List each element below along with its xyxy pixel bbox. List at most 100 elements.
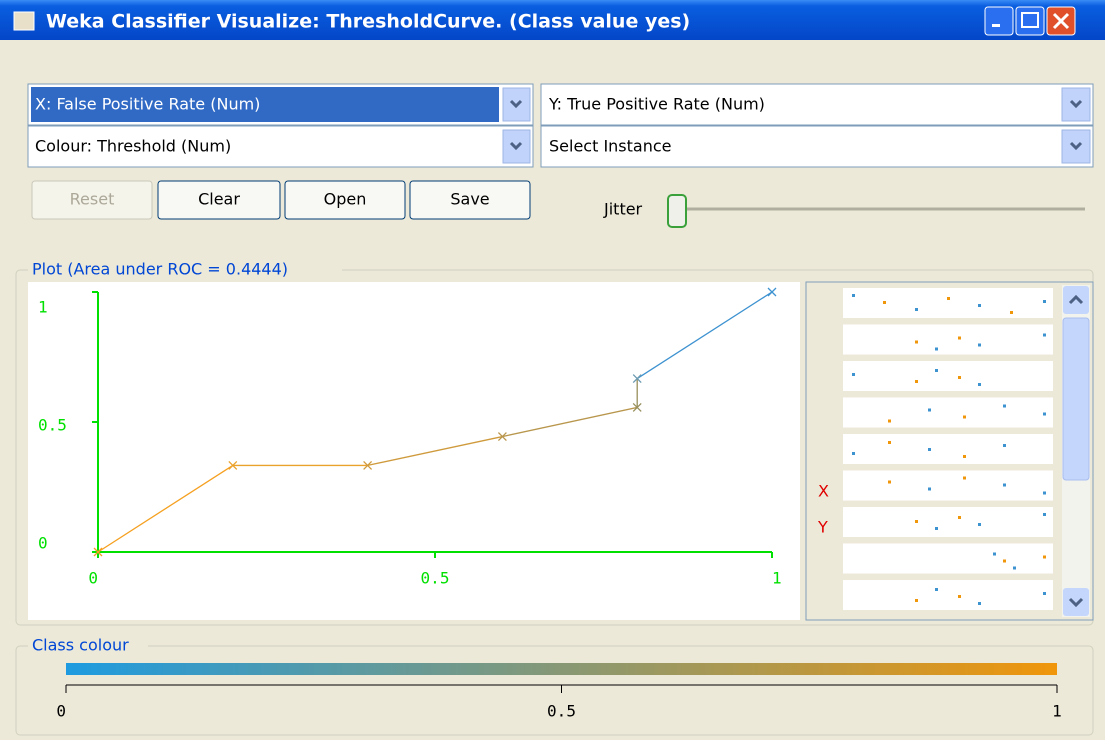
point-marker [497,432,507,442]
row-dot [993,552,996,556]
scroll-arrows [1068,294,1084,608]
y-tick-label: 0.5 [38,416,67,435]
colour-combo[interactable] [27,125,534,168]
scroll-up[interactable] [1063,286,1089,314]
maximize[interactable] [1015,6,1045,36]
row-dot [1043,333,1046,337]
row-dot [915,380,918,383]
attribute-row [843,324,1053,355]
row-dot [935,347,938,351]
row-dot [888,441,891,444]
slider-thumb[interactable] [667,194,687,228]
point-marker [363,460,373,470]
plot-title: Plot (Area under ROC = 0.4444) [32,260,288,279]
reset-button[interactable] [31,180,153,220]
colour-tick-label: 0.5 [547,702,576,721]
row-dot [1043,491,1046,495]
point-marker [228,460,238,470]
window-title: Weka Classifier Visualize: ThresholdCurv… [46,11,690,33]
open-button[interactable] [284,180,406,220]
row-dot [928,487,931,491]
row-dot [915,340,918,344]
x-tick-label: 1 [772,569,782,588]
max-icon [1021,12,1039,28]
arrow-button[interactable] [1061,87,1091,122]
x-combo-selection [31,87,499,122]
plot: 0 0.5 1 0 0.5 1 [38,287,782,588]
arrow-button[interactable] [502,87,531,122]
row-dot [1003,559,1006,563]
row-dot [935,527,938,530]
x-tick-label: 0.5 [421,569,450,588]
row-dot [978,602,981,605]
row-dot [958,376,961,379]
curve-segment [97,464,234,553]
y-tick-label: 0 [38,534,48,553]
arrow-glyphs [509,99,1083,151]
minimize[interactable] [984,6,1014,36]
row-dot [935,369,938,372]
row-dot [978,304,981,307]
colour-ticks: 0 0.5 1 [56,685,1062,721]
clear-button[interactable] [157,180,281,220]
plot-area [28,282,800,620]
curve-segment [367,435,503,467]
x-marker-label: X [818,482,829,501]
close-icon [1052,12,1070,30]
y-marker-label: Y [817,518,828,537]
attribute-row [843,580,1053,610]
instance-combo[interactable] [540,125,1094,168]
legend-bg [28,638,148,654]
row-dot [1043,513,1046,516]
button-label: Open [324,190,367,209]
row-dot [935,588,938,591]
chevron [1069,141,1083,151]
attribute-row [843,507,1053,537]
row-dot [958,516,961,519]
row-dot [1003,483,1006,487]
legend-bg [28,262,342,278]
row-dot [928,448,931,451]
scroll-thumb[interactable] [1062,317,1090,481]
attribute-rows [843,288,1053,610]
title-bar [0,0,1105,40]
attribute-row [843,543,1053,574]
chevron [509,99,523,109]
row-dot [978,383,981,386]
attribute-row [843,434,1053,464]
row-dot [915,520,918,523]
row-dot [947,297,950,300]
x-combo-text: X: False Positive Rate (Num) [35,95,260,114]
row-dot [963,415,966,419]
row-dot [915,308,918,311]
row-dot [978,343,981,347]
y-combo[interactable] [540,83,1094,126]
row-dot [958,336,961,340]
colour-bar [66,663,1057,675]
x-tick-label: 0 [88,569,98,588]
attribute-row [843,288,1053,318]
min-icon [992,24,1000,27]
chevron [1069,99,1083,109]
save-button[interactable] [409,180,531,220]
row-dot [1043,300,1046,303]
class-colour-title: Class colour [32,636,129,655]
scroll-down[interactable] [1063,588,1089,616]
row-dot [1003,404,1006,408]
row-dot [1003,444,1006,447]
row-dot [852,452,855,455]
row-dot [1010,311,1013,314]
class-colour-group [15,645,1094,736]
row-dot [1013,566,1016,570]
row-dot [928,408,931,412]
row-dot [888,480,891,484]
colour-combo-text: Colour: Threshold (Num) [35,137,231,156]
chevron [509,141,523,151]
row-dot [852,294,855,297]
point-marker [767,287,777,297]
row-dot [1043,412,1046,416]
row-dot [1043,555,1046,559]
y-tick-label: 1 [38,298,48,317]
row-dot [963,455,966,458]
